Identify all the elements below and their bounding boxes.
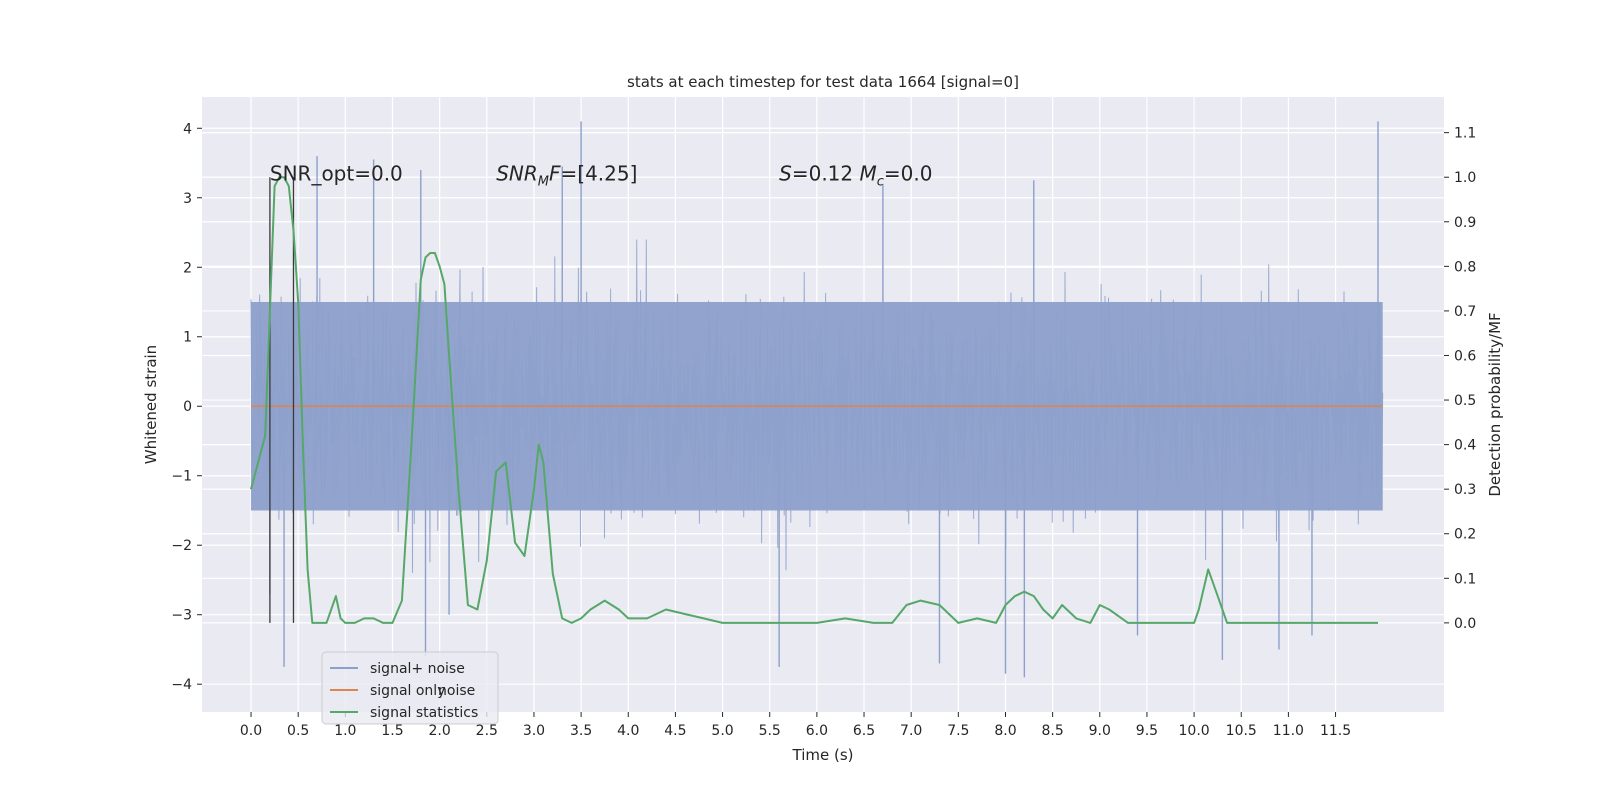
x-axis-label: Time (s) <box>792 746 854 764</box>
y-right-tick-label: 0.6 <box>1454 348 1476 364</box>
y-tick-label: −3 <box>171 608 192 624</box>
series-signal-statistics <box>250 176 1378 624</box>
x-tick-label: 1.5 <box>381 723 403 739</box>
chart-title: stats at each timestep for test data 166… <box>627 73 1019 91</box>
x-tick-label: 2.5 <box>476 723 498 739</box>
y-tick-label: 2 <box>183 260 192 276</box>
annotation-snr-mf: SNRMF=[4.25] <box>496 161 637 189</box>
x-tick-label: 6.5 <box>853 723 875 739</box>
x-tick-label: 4.5 <box>664 723 686 739</box>
x-tick-label: 2.0 <box>429 723 451 739</box>
y-right-tick-label: 1.0 <box>1454 170 1476 186</box>
legend-entry: signal+ noise <box>370 661 465 677</box>
annotations: SNR_opt=0.0 SNRMF=[4.25] S=0.12 Mc=0.0 <box>270 161 933 189</box>
legend-entry: signal statistics <box>370 705 478 721</box>
y-right-tick-label: 0.8 <box>1454 259 1476 275</box>
y-tick-label: 4 <box>183 121 192 137</box>
y-right-tick-label: 0.0 <box>1454 616 1476 632</box>
x-tick-label: 11.5 <box>1320 723 1351 739</box>
y-tick-label: 0 <box>183 399 192 415</box>
x-tick-label: 11.0 <box>1273 723 1304 739</box>
x-tick-label: 3.5 <box>570 723 592 739</box>
x-tick-label: 8.0 <box>994 723 1016 739</box>
y-tick-label: 3 <box>183 191 192 207</box>
axes: 0.0 0.5 1.0 1.5 2.0 2.5 3.0 3.5 4.0 4.5 5.0 5.5 6.0 6… <box>171 121 1476 739</box>
y-right-tick-label: 0.2 <box>1454 527 1476 543</box>
y-right-tick-label: 0.4 <box>1454 438 1476 454</box>
legend: signal+ noise signal only signal statistic… <box>321 651 499 725</box>
x-tick-label: 6.0 <box>806 723 828 739</box>
x-tick-label: 0.5 <box>287 723 309 739</box>
x-tick-label: 5.5 <box>759 723 781 739</box>
x-tick-label: 4.0 <box>617 723 639 739</box>
y-tick-label: −1 <box>171 469 192 485</box>
y-right-tick-label: 0.3 <box>1454 482 1476 498</box>
x-tick-label: 10.5 <box>1226 723 1257 739</box>
y-tick-label: −4 <box>171 677 192 693</box>
x-tick-label: 9.5 <box>1136 723 1158 739</box>
x-tick-label: 10.0 <box>1179 723 1210 739</box>
y-right-tick-label: 0.5 <box>1454 393 1476 409</box>
y-right-tick-label: 0.7 <box>1454 304 1476 320</box>
x-tick-label: 5.0 <box>711 723 733 739</box>
x-tick-label: 7.0 <box>900 723 922 739</box>
legend-box <box>321 651 499 725</box>
y-axis-label: Whitened strain <box>142 345 160 464</box>
x-tick-label: 3.0 <box>523 723 545 739</box>
y-right-tick-label: 1.1 <box>1454 126 1476 142</box>
x-tick-label: 9.0 <box>1089 723 1111 739</box>
legend-entry: signal only <box>370 683 445 699</box>
x-tick-label: 0.0 <box>240 723 262 739</box>
annotation-snr-opt: SNR_opt=0.0 <box>270 161 403 185</box>
y-tick-label: 1 <box>183 330 192 346</box>
y-right-tick-label: 0.9 <box>1454 215 1476 231</box>
annotation-s-mc: S=0.12 Mc=0.0 <box>779 161 932 189</box>
y-right-tick-label: 0.1 <box>1454 571 1476 587</box>
y-right-axis-label: Detection probability/MF <box>1486 312 1504 496</box>
x-tick-label: 7.5 <box>947 723 969 739</box>
y-tick-label: −2 <box>171 538 192 554</box>
x-tick-label: 1.0 <box>334 723 356 739</box>
x-tick-label: 8.5 <box>1042 723 1064 739</box>
legend-ghost-text: noise <box>438 683 475 699</box>
